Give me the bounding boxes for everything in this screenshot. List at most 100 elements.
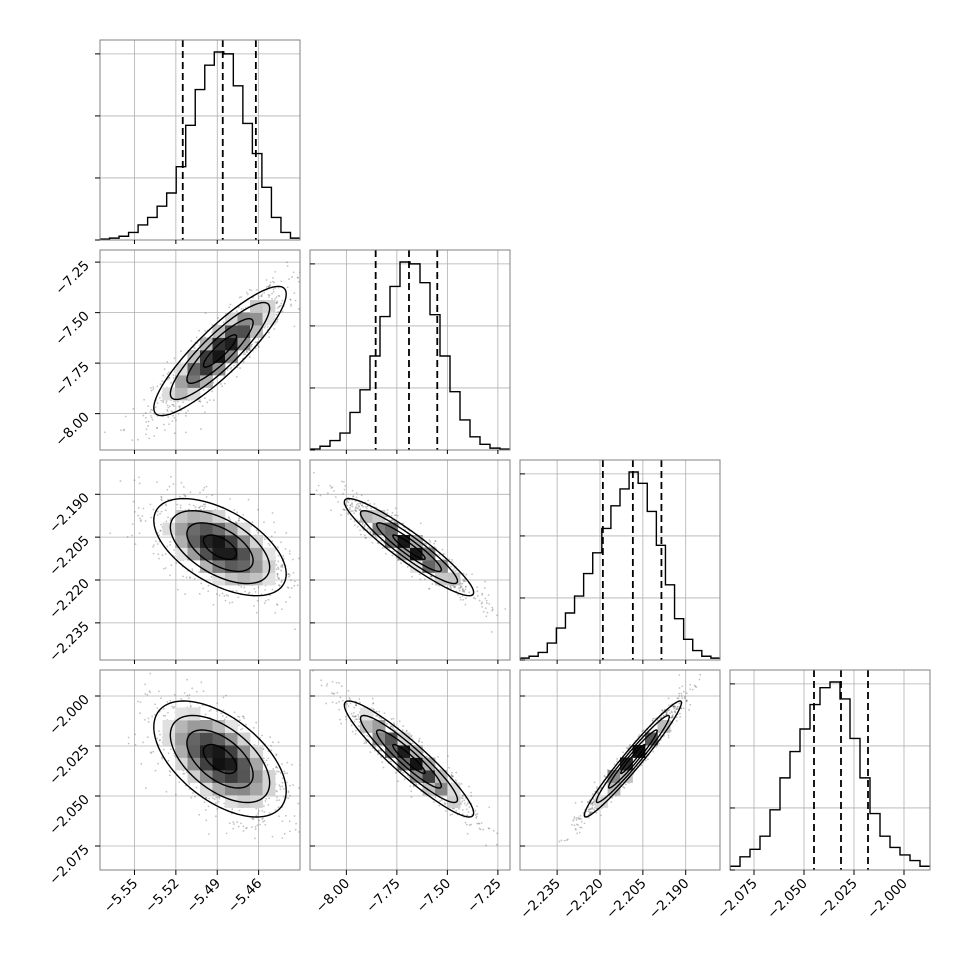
scatter-point <box>661 709 664 712</box>
scatter-point <box>277 546 279 549</box>
scatter-point <box>286 261 288 264</box>
scatter-point <box>238 296 241 299</box>
scatter-point <box>444 803 447 805</box>
scatter-point <box>579 826 582 829</box>
scatter-point <box>273 521 275 524</box>
scatter-point <box>238 716 241 718</box>
scatter-point <box>359 529 361 532</box>
scatter-point <box>625 746 628 749</box>
scatter-point <box>280 302 283 305</box>
scatter-point <box>278 305 280 308</box>
scatter-point <box>255 814 258 817</box>
scatter-point <box>573 818 576 820</box>
scatter-point <box>178 405 180 408</box>
scatter-point <box>460 802 462 805</box>
scatter-point <box>317 594 319 596</box>
scatter-point <box>270 749 273 752</box>
scatter-point <box>146 736 149 739</box>
scatter-point <box>262 820 265 823</box>
scatter-point <box>352 715 355 718</box>
density-cell <box>422 757 436 771</box>
scatter-point <box>188 694 191 696</box>
scatter-panel-3-1 <box>310 663 510 870</box>
scatter-point <box>575 828 577 831</box>
scatter-point <box>587 800 590 803</box>
x-tick-label: −5.49 <box>183 876 224 917</box>
scatter-point <box>198 400 201 403</box>
scatter-point <box>199 491 201 494</box>
scatter-point <box>277 286 280 289</box>
scatter-point <box>256 599 259 602</box>
scatter-point <box>208 399 211 401</box>
density-cell <box>200 535 213 548</box>
scatter-point <box>386 512 389 515</box>
scatter-point <box>478 827 481 830</box>
scatter-point <box>207 833 210 835</box>
scatter-point <box>263 819 266 822</box>
scatter-point <box>301 592 303 594</box>
scatter-point <box>306 582 308 584</box>
scatter-point <box>392 550 395 553</box>
scatter-point <box>667 697 670 700</box>
scatter-point <box>159 383 162 386</box>
scatter-point <box>188 503 191 506</box>
scatter-point <box>208 797 211 800</box>
panel-frame <box>519 459 721 661</box>
scatter-point <box>459 598 462 601</box>
scatter-point <box>677 697 680 700</box>
scatter-point <box>292 558 294 561</box>
scatter-point <box>285 814 287 817</box>
scatter-point <box>353 524 356 527</box>
scatter-point <box>588 808 591 811</box>
density-cell <box>225 770 238 783</box>
scatter-point <box>167 759 170 762</box>
scatter-point <box>235 590 238 592</box>
scatter-point <box>310 663 312 665</box>
scatter-point <box>287 797 290 800</box>
scatter-point <box>161 757 164 760</box>
x-tick-label: −5.46 <box>225 876 266 917</box>
scatter-point <box>350 712 353 715</box>
scatter-point <box>170 665 172 667</box>
contour-line <box>595 714 670 804</box>
scatter-point <box>237 825 240 828</box>
scatter-point <box>150 389 153 392</box>
scatter-point <box>458 808 460 810</box>
scatter-point <box>319 494 322 497</box>
scatter-point <box>283 770 286 773</box>
scatter-point <box>162 413 165 416</box>
scatter-point <box>205 819 208 822</box>
scatter-point <box>349 504 352 506</box>
scatter-point <box>276 310 279 313</box>
scatter-point <box>254 828 257 831</box>
scatter-point <box>579 814 582 817</box>
scatter-point <box>156 402 159 405</box>
scatter-point <box>224 599 227 602</box>
scatter-point <box>173 432 176 435</box>
scatter-point <box>349 507 351 509</box>
scatter-point <box>481 593 484 596</box>
scatter-point <box>364 534 366 537</box>
histogram-panel-2 <box>520 460 720 660</box>
scatter-point <box>672 705 675 708</box>
scatter-point <box>676 705 679 708</box>
scatter-point <box>434 540 437 542</box>
scatter-point <box>268 285 271 288</box>
scatter-point <box>366 734 368 737</box>
density-cell <box>187 707 201 721</box>
scatter-point <box>291 276 293 278</box>
scatter-point <box>233 509 235 511</box>
scatter-point <box>198 344 201 347</box>
scatter-point <box>325 702 328 705</box>
scatter-point <box>127 742 130 745</box>
scatter-point <box>180 698 182 700</box>
scatter-point <box>425 755 428 758</box>
scatter-point <box>675 707 678 710</box>
scatter-point <box>290 303 293 306</box>
scatter-point <box>167 516 169 519</box>
scatter-point <box>443 802 446 804</box>
scatter-point <box>386 509 389 511</box>
x-tick-label: −8.00 <box>313 876 354 917</box>
scatter-point <box>232 821 235 823</box>
scatter-point <box>265 279 268 281</box>
